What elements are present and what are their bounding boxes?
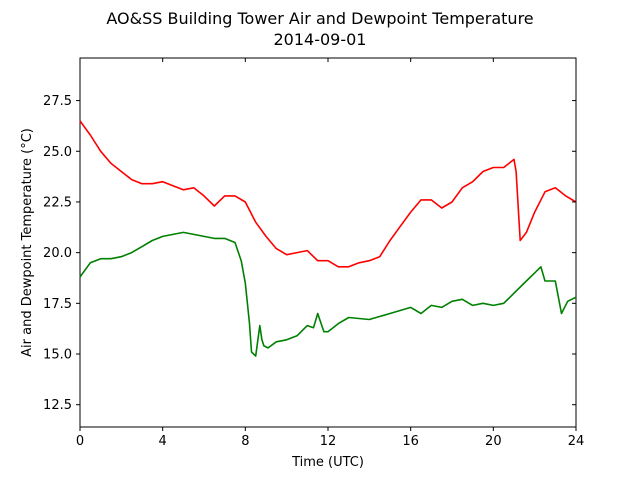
x-tick-label: 0: [76, 434, 84, 449]
x-axis-ticks: 0 4 8 12 16 20 24: [76, 58, 584, 449]
series-layer: [79, 120, 577, 357]
y-axis-label: Air and Dewpoint Temperature (°C): [20, 128, 35, 357]
y-tick-label: 12.5: [43, 398, 72, 413]
x-tick-label: 24: [568, 434, 585, 449]
y-tick-label: 22.5: [43, 195, 72, 210]
x-tick-label: 4: [159, 434, 167, 449]
x-axis-label: Time (UTC): [291, 455, 364, 470]
y-tick-label: 17.5: [43, 297, 72, 312]
y-tick-label: 25.0: [43, 145, 72, 160]
chart-title: AO&SS Building Tower Air and Dewpoint Te…: [106, 9, 533, 28]
y-tick-label: 15.0: [43, 348, 72, 363]
x-tick-label: 20: [485, 434, 502, 449]
y-tick-label: 27.5: [43, 94, 72, 109]
x-tick-label: 12: [320, 434, 337, 449]
y-axis-ticks: 12.5 15.0 17.5 20.0 22.5 25.0 27.5: [43, 94, 576, 413]
y-tick-label: 20.0: [43, 246, 72, 261]
x-tick-label: 16: [402, 434, 419, 449]
chart-subtitle: 2014-09-01: [274, 30, 367, 49]
series-line-0: [79, 120, 577, 268]
series-line-1: [79, 231, 577, 357]
plot-frame: [79, 57, 577, 428]
x-tick-label: 8: [241, 434, 249, 449]
